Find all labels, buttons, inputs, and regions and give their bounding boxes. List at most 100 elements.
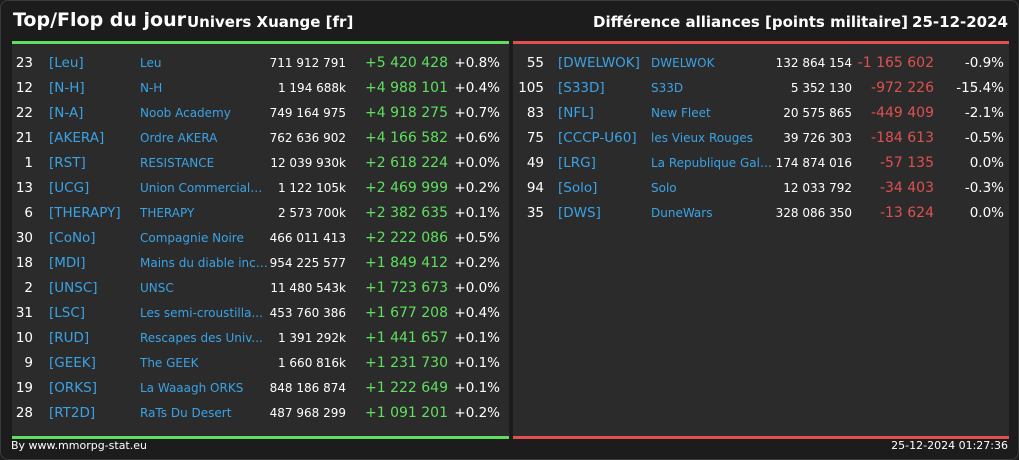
alliance-tag-link[interactable]: [MDI] xyxy=(49,255,86,271)
percent-change: +0.8% xyxy=(454,55,500,71)
alliance-tag-link[interactable]: [Leu] xyxy=(49,55,84,71)
alliance-tag-link[interactable]: [DWELWOK] xyxy=(558,55,640,71)
alliance-name-link[interactable]: RESISTANCE xyxy=(140,156,215,170)
alliance-name-link[interactable]: les Vieux Rouges xyxy=(651,131,753,145)
alliance-row: 18 [MDI] Mains du diable inco... 954 225 57… xyxy=(12,251,509,276)
points-difference: -1 165 602 xyxy=(857,55,934,71)
alliance-row: 22 [N-A] Noob Academy 749 164 975 +4 918 275… xyxy=(12,101,509,126)
points-difference: +4 918 275 xyxy=(365,105,448,121)
alliance-tag-link[interactable]: [N-A] xyxy=(49,105,84,121)
alliance-tag-link[interactable]: [AKERA] xyxy=(49,130,105,146)
alliance-name-link[interactable]: The GEEK xyxy=(140,356,199,370)
points-difference: +1 441 657 xyxy=(365,330,448,346)
alliance-tag-link[interactable]: [N-H] xyxy=(49,80,85,96)
alliance-rank: 12 xyxy=(15,80,33,96)
alliance-rank: 18 xyxy=(15,255,33,271)
alliance-name-link[interactable]: RaTs Du Desert xyxy=(140,406,232,420)
alliance-points: 11 480 543k xyxy=(270,281,346,295)
percent-change: +0.1% xyxy=(454,380,500,396)
alliance-points: 328 086 350 xyxy=(775,206,852,220)
alliance-row: 9 [GEEK] The GEEK 1 660 816k +1 231 730 +0.1% xyxy=(12,351,509,376)
alliance-rank: 49 xyxy=(526,155,544,171)
alliance-row: 94 [Solo] Solo 12 033 792 -34 403 -0.3% xyxy=(513,176,1009,201)
alliance-name-link[interactable]: Compagnie Noire xyxy=(140,231,244,245)
alliance-tag-link[interactable]: [GEEK] xyxy=(49,355,96,371)
alliance-points: 20 575 865 xyxy=(783,106,852,120)
alliance-tag-link[interactable]: [ORKS] xyxy=(49,380,97,396)
alliance-tag-link[interactable]: [RT2D] xyxy=(49,405,96,421)
alliance-name-link[interactable]: La Republique Gala... xyxy=(651,156,773,170)
alliance-name-link[interactable]: La Waaagh ORKS xyxy=(140,381,244,395)
alliance-rank: 105 xyxy=(518,80,544,96)
points-difference: +1 222 649 xyxy=(365,380,448,396)
points-difference: +4 988 101 xyxy=(365,80,448,96)
alliance-tag-link[interactable]: [THERAPY] xyxy=(49,205,121,221)
alliance-row: 10 [RUD] Rescapes des Univ... 1 391 292k +1 … xyxy=(12,326,509,351)
alliance-rank: 2 xyxy=(24,280,33,296)
alliance-tag-link[interactable]: [UCG] xyxy=(49,180,90,196)
alliance-name-link[interactable]: Noob Academy xyxy=(140,106,231,120)
alliance-points: 174 874 016 xyxy=(775,156,852,170)
points-difference: -57 135 xyxy=(879,155,934,171)
alliance-row: 21 [AKERA] Ordre AKERA 762 636 902 +4 166 58… xyxy=(12,126,509,151)
alliance-name-link[interactable]: Union Commerciale... xyxy=(140,181,268,195)
alliance-name-link[interactable]: DWELWOK xyxy=(651,56,715,70)
percent-change: -0.5% xyxy=(964,130,1004,146)
alliance-points: 466 011 413 xyxy=(269,231,346,245)
points-difference: +1 677 208 xyxy=(365,305,448,321)
points-difference: +1 723 673 xyxy=(365,280,448,296)
alliance-points: 453 760 386 xyxy=(269,306,346,320)
percent-change: +0.4% xyxy=(454,80,500,96)
percent-change: +0.6% xyxy=(454,130,500,146)
alliance-name-link[interactable]: Mains du diable inco... xyxy=(140,256,268,270)
alliance-rank: 22 xyxy=(15,105,33,121)
alliance-name-link[interactable]: Solo xyxy=(651,181,677,195)
percent-change: +0.5% xyxy=(454,230,500,246)
alliance-row: 35 [DWS] DuneWars 328 086 350 -13 624 0.0% xyxy=(513,201,1009,226)
percent-change: +0.2% xyxy=(454,255,500,271)
alliance-tag-link[interactable]: [RST] xyxy=(49,155,86,171)
alliance-name-link[interactable]: Rescapes des Univ... xyxy=(140,331,263,345)
alliance-tag-link[interactable]: [RUD] xyxy=(49,330,90,346)
percent-change: 0.0% xyxy=(969,155,1004,171)
alliance-name-link[interactable]: Les semi-croustilla... xyxy=(140,306,263,320)
points-difference: -972 226 xyxy=(871,80,934,96)
alliance-name-link[interactable]: New Fleet xyxy=(651,106,711,120)
alliance-tag-link[interactable]: [LSC] xyxy=(49,305,86,321)
top-losers-panel: 55 [DWELWOK] DWELWOK 132 864 154 -1 165 602 -… xyxy=(513,41,1009,439)
footer-timestamp: 25-12-2024 01:27:36 xyxy=(891,439,1008,452)
alliance-tag-link[interactable]: [CoNo] xyxy=(49,230,96,246)
alliance-points: 132 864 154 xyxy=(775,56,852,70)
percent-change: -0.3% xyxy=(964,180,1004,196)
alliance-tag-link[interactable]: [UNSC] xyxy=(49,280,98,296)
alliance-name-link[interactable]: N-H xyxy=(140,81,163,95)
alliance-row: 55 [DWELWOK] DWELWOK 132 864 154 -1 165 602 -… xyxy=(513,51,1009,76)
alliance-name-link[interactable]: Leu xyxy=(140,56,162,70)
alliance-points: 2 573 700k xyxy=(277,206,346,220)
alliance-tag-link[interactable]: [DWS] xyxy=(558,205,601,221)
percent-change: +0.2% xyxy=(454,405,500,421)
alliance-tag-link[interactable]: [Solo] xyxy=(558,180,598,196)
alliance-name-link[interactable]: DuneWars xyxy=(651,206,713,220)
alliance-points: 1 122 105k xyxy=(277,181,346,195)
alliance-rank: 21 xyxy=(15,130,33,146)
alliance-tag-link[interactable]: [S33D] xyxy=(558,80,605,96)
alliance-name-link[interactable]: S33D xyxy=(651,81,684,95)
alliance-name-link[interactable]: THERAPY xyxy=(140,206,195,220)
percent-change: +0.1% xyxy=(454,330,500,346)
alliance-name-link[interactable]: Ordre AKERA xyxy=(140,131,218,145)
alliance-name-link[interactable]: UNSC xyxy=(140,281,174,295)
alliance-tag-link[interactable]: [CCCP-U60] xyxy=(558,130,637,146)
points-difference: +1 849 412 xyxy=(365,255,448,271)
page-title: Top/Flop du jour xyxy=(13,9,186,31)
points-difference: +2 618 224 xyxy=(365,155,448,171)
alliance-points: 1 660 816k xyxy=(277,356,346,370)
alliance-tag-link[interactable]: [NFL] xyxy=(558,105,594,121)
alliance-rank: 30 xyxy=(15,230,33,246)
header-date: 25-12-2024 xyxy=(912,13,1008,31)
points-difference: -34 403 xyxy=(879,180,934,196)
alliance-tag-link[interactable]: [LRG] xyxy=(558,155,596,171)
alliance-rank: 10 xyxy=(15,330,33,346)
alliance-points: 1 391 292k xyxy=(277,331,346,345)
